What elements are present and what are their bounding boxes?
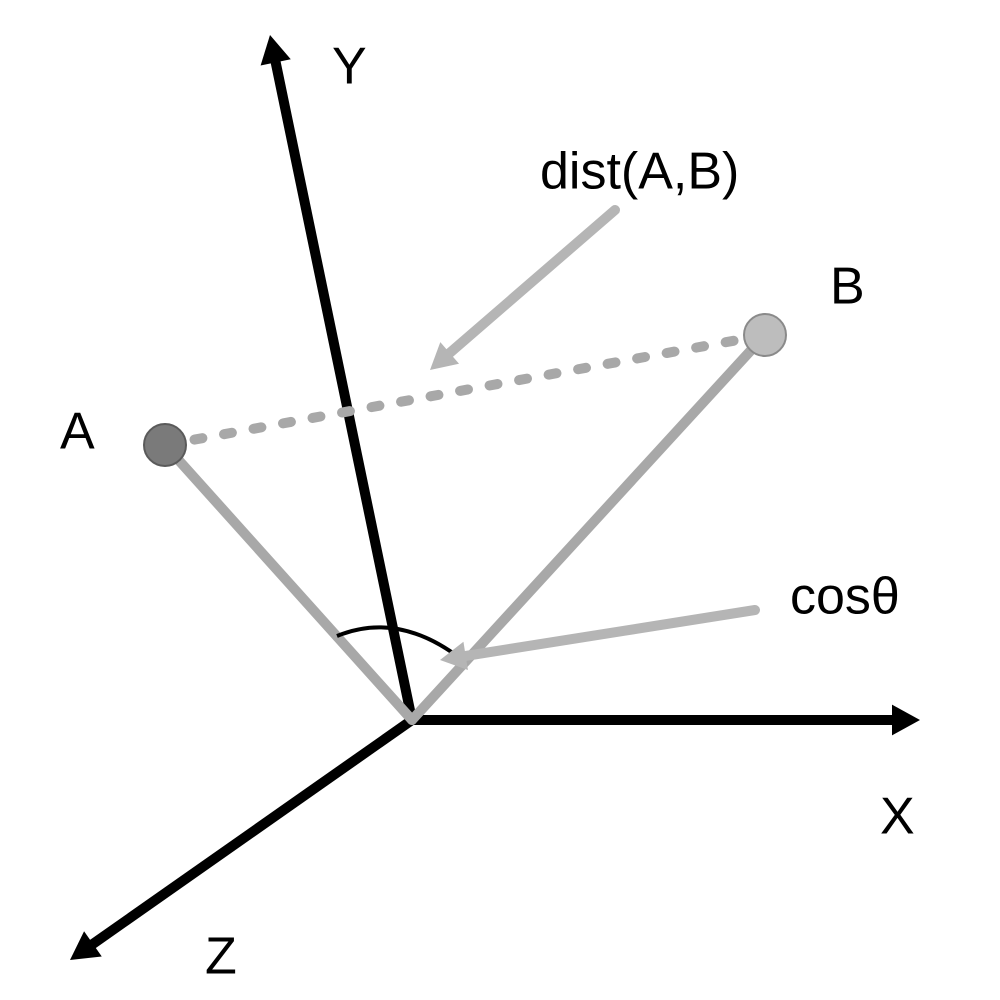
dist-pointer	[442, 210, 615, 360]
axis-z	[84, 720, 412, 950]
axis-y-label-text: Y	[332, 38, 367, 96]
axis-x-label-text: X	[880, 788, 915, 846]
axes-layer	[70, 35, 920, 960]
axis-y-arrow	[261, 35, 291, 66]
labels-layer: X Y Z A Bdist(A,B) cosθ	[60, 38, 915, 986]
cos-label-text: cosθ	[790, 568, 900, 626]
dist-label-text: dist(A,B)	[540, 143, 739, 201]
axis-y	[273, 51, 412, 720]
vector-oa	[165, 445, 412, 720]
point-b-label-text: B	[830, 258, 865, 316]
axis-x-arrow	[892, 705, 920, 736]
axis-z-label-text: Z	[205, 928, 237, 986]
point-a-label-text: A	[60, 403, 95, 461]
diagram-canvas: X Y Z A Bdist(A,B) cosθ	[0, 0, 1000, 1000]
pointers-layer	[430, 210, 755, 670]
point-b	[744, 314, 786, 356]
point-a	[144, 424, 186, 466]
